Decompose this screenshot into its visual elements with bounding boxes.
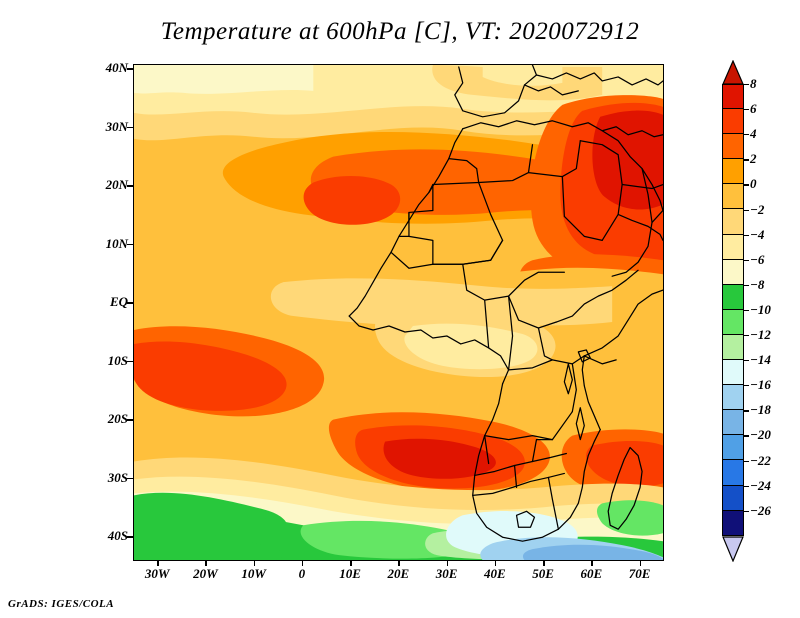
colorbar-tickmark (744, 510, 749, 512)
y-axis: 40N 30N 20N 10N EQ 10S 20S 30S 40S (78, 60, 128, 561)
colorbar-tickmark (744, 84, 749, 86)
colorbar-tickmark (744, 335, 749, 337)
y-tick-label: 10N (105, 235, 128, 251)
colorbar-segment (722, 234, 744, 260)
colorbar-segment (722, 460, 744, 486)
colorbar-tickmark (744, 435, 749, 437)
colorbar-segment (722, 259, 744, 285)
y-tick-label: 20S (107, 411, 128, 426)
x-tick-label: 10E (339, 566, 361, 581)
colorbar-tick-label: −8 (750, 276, 765, 292)
x-tick-label: 30W (144, 566, 170, 581)
colorbar-tickmark (744, 360, 749, 362)
colorbar-tick-label: −6 (750, 251, 765, 267)
colorbar-tickmark (744, 284, 749, 287)
x-tick-label: 40E (484, 566, 506, 581)
chart-title: Temperature at 600hPa [C], VT: 202007291… (160, 18, 640, 45)
colorbar-tick-label: −18 (750, 402, 771, 418)
footer-credit: GrADS: IGES/COLA (8, 598, 115, 610)
y-tick-label: 40N (105, 60, 128, 75)
colorbar-segment (722, 184, 744, 210)
x-tick-label: 20E (387, 566, 410, 581)
colorbar-segment (722, 485, 744, 511)
x-tick-label: 50E (532, 566, 554, 581)
colorbar-tick-label: −10 (750, 301, 771, 317)
colorbar-tick-label: −2 (750, 201, 765, 217)
colorbar-tickmark (744, 385, 749, 387)
colorbar-tick-label: 6 (750, 101, 757, 117)
colorbar-tick-label: −22 (750, 452, 771, 468)
colorbar-tick-label: 8 (750, 76, 757, 91)
x-tick-label: 70E (628, 566, 651, 581)
colorbar-segment (722, 159, 744, 185)
colorbar-tick-label: 4 (750, 126, 757, 142)
colorbar-tickmark (744, 109, 749, 111)
colorbar-under-arrow (722, 536, 744, 562)
colorbar-tickmark (744, 234, 749, 236)
colorbar-tick-label: −12 (750, 327, 771, 342)
colorbar-tick-label: −20 (750, 427, 771, 443)
colorbar-tickmark (744, 159, 749, 161)
colorbar-segment (722, 209, 744, 235)
x-tick-label: 10W (241, 566, 266, 581)
y-axis-ticks (127, 64, 134, 561)
colorbar-segment (722, 360, 744, 386)
x-axis: 30W 20W 10W 0 10E 20E 30E 40E 50E 60E 70… (133, 560, 664, 590)
colorbar-tick-label: −24 (750, 477, 771, 493)
colorbar-segment (722, 334, 744, 361)
colorbar-tick-label: 0 (750, 176, 757, 192)
colorbar (722, 84, 744, 536)
colorbar-tickmark (744, 259, 749, 261)
colorbar-tickmark (744, 309, 749, 312)
colorbar-over-arrow (722, 60, 744, 85)
colorbar-segment (722, 84, 744, 110)
colorbar-segment (722, 284, 744, 310)
colorbar-tickmark (744, 485, 749, 487)
y-tick-label: 20N (105, 177, 128, 192)
colorbar-segment (722, 435, 744, 461)
y-tick-label: EQ (109, 294, 128, 309)
x-tick-label: 0 (298, 566, 306, 581)
y-tick-label: 40S (107, 528, 128, 543)
colorbar-segment (722, 510, 744, 536)
colorbar-tick-label: −16 (750, 377, 771, 393)
colorbar-segment (722, 309, 744, 335)
colorbar-segment (722, 134, 744, 160)
colorbar-segment (722, 385, 744, 411)
temperature-field (134, 65, 663, 560)
colorbar-tickmark (744, 184, 749, 186)
x-tick-label: 30E (435, 566, 458, 581)
colorbar-segment (722, 109, 744, 135)
colorbar-tickmark (744, 134, 749, 136)
colorbar-segment (722, 410, 744, 436)
map-plot-area (133, 64, 664, 561)
colorbar-tick-label: −14 (750, 352, 771, 368)
colorbar-tickmark (744, 209, 749, 211)
y-tick-label: 10S (107, 352, 128, 368)
colorbar-tick-label: −26 (750, 502, 771, 518)
x-tick-label: 60E (580, 566, 603, 581)
y-tick-label: 30N (105, 118, 128, 134)
colorbar-tick-label: 2 (750, 151, 757, 167)
colorbar-tickmark (744, 410, 749, 412)
x-tick-label: 20W (193, 566, 218, 581)
y-tick-label: 30S (107, 469, 128, 485)
colorbar-tickmark (744, 460, 749, 462)
colorbar-tick-label: −4 (750, 226, 765, 242)
